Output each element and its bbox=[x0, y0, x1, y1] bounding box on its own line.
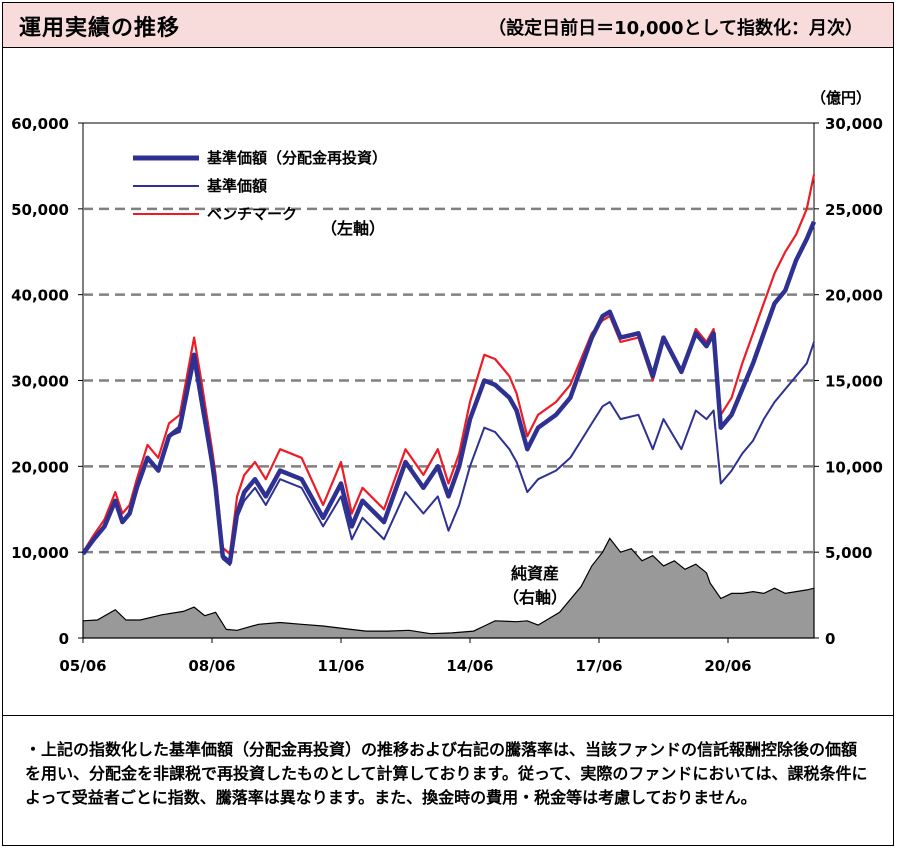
x-tick-label-0: 05/06 bbox=[59, 657, 106, 675]
series-net-assets-area bbox=[82, 537, 815, 639]
right-tick-label-4: 20,000 bbox=[825, 287, 883, 305]
legend-label-nav: 基準価額 bbox=[206, 177, 267, 195]
gridlines bbox=[83, 207, 814, 554]
net-assets-area-group bbox=[82, 537, 815, 639]
left-tick-label-5: 50,000 bbox=[11, 201, 69, 219]
net-assets-axis-annotation: （右軸） bbox=[503, 588, 567, 607]
right-axis-unit: （億円） bbox=[811, 89, 871, 107]
notes-text: ・上記の指数化した基準価額（分配金再投資）の推移および右記の騰落率は、当該ファン… bbox=[3, 715, 893, 845]
left-tick-label-1: 10,000 bbox=[11, 544, 69, 562]
series-nav-reinvested-line bbox=[81, 220, 817, 565]
right-tick-label-0: 0 bbox=[825, 630, 835, 648]
left-tick-label-4: 40,000 bbox=[11, 287, 69, 305]
left-axis-annotation: （左軸） bbox=[321, 219, 385, 238]
right-tick-label-1: 5,000 bbox=[825, 544, 872, 562]
plot-area bbox=[82, 122, 815, 639]
legend-label-benchmark: ベンチマーク bbox=[207, 205, 297, 223]
x-tick-label-2: 11/06 bbox=[317, 657, 364, 675]
left-tick-label-0: 0 bbox=[59, 630, 69, 648]
right-tick-label-5: 25,000 bbox=[825, 201, 883, 219]
legend: 基準価額（分配金再投資） 基準価額 ベンチマーク bbox=[133, 149, 387, 223]
legend-label-nav-reinvested: 基準価額（分配金再投資） bbox=[206, 149, 387, 167]
x-tick-label-3: 14/06 bbox=[446, 657, 493, 675]
x-tick-label-4: 17/06 bbox=[575, 657, 622, 675]
net-assets-label: 純資産 bbox=[511, 564, 559, 583]
x-tick-label-1: 08/06 bbox=[188, 657, 235, 675]
performance-chart: 0 10,000 20,000 30,000 40,000 50,000 60,000 0 5,… bbox=[11, 89, 883, 675]
right-tick-label-6: 30,000 bbox=[825, 115, 883, 133]
series-lines bbox=[81, 174, 817, 566]
right-tick-label-3: 15,000 bbox=[825, 373, 883, 391]
x-tick-label-5: 20/06 bbox=[704, 657, 751, 675]
axes: 0 10,000 20,000 30,000 40,000 50,000 60,000 0 5,… bbox=[11, 115, 883, 675]
page-subtitle: （設定日前日＝10,000として指数化：月次） bbox=[488, 18, 863, 39]
left-tick-label-3: 30,000 bbox=[11, 373, 69, 391]
left-tick-label-2: 20,000 bbox=[11, 458, 69, 476]
right-tick-label-2: 10,000 bbox=[825, 458, 883, 476]
left-tick-label-6: 60,000 bbox=[11, 115, 69, 133]
header-bar: 運用実績の推移 （設定日前日＝10,000として指数化：月次） bbox=[3, 3, 893, 48]
page-title: 運用実績の推移 bbox=[19, 16, 181, 41]
